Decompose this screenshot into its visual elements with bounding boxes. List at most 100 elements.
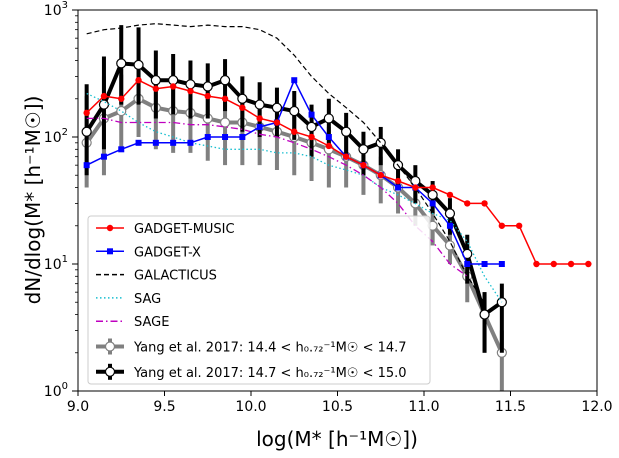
- legend-label: Yang et al. 2017: 14.4 < h₀.₇₂⁻¹M☉ < 14.…: [133, 341, 407, 356]
- y-tick-base: 10: [44, 257, 62, 273]
- data-point: [219, 75, 231, 86]
- legend-marker: [104, 341, 116, 352]
- data-point: [204, 92, 211, 100]
- data-point: [256, 123, 263, 130]
- series-line: [86, 23, 485, 303]
- data-point: [98, 99, 110, 110]
- data-point: [152, 139, 159, 146]
- y-tick-base: 10: [44, 130, 62, 146]
- data-point: [254, 99, 265, 110]
- legend-marker: [107, 248, 113, 255]
- data-point: [202, 81, 213, 92]
- y-tick-base: 10: [44, 384, 62, 400]
- data-point: [412, 184, 419, 191]
- data-point: [481, 261, 488, 267]
- x-tick-label: 11.0: [408, 399, 439, 415]
- data-point: [133, 59, 144, 70]
- data-point: [395, 184, 402, 191]
- x-tick-label: 12.0: [581, 399, 612, 415]
- data-point: [135, 77, 142, 84]
- data-point: [550, 260, 557, 268]
- legend-label: Yang et al. 2017: 14.7 < h₀.₇₂⁻¹M☉ < 15.…: [133, 366, 407, 381]
- y-tick-label: 101: [44, 254, 68, 273]
- data-point: [256, 115, 263, 122]
- x-tick-label: 11.5: [495, 399, 526, 415]
- y-tick-base: 10: [44, 3, 62, 19]
- legend-label: GADGET-X: [134, 245, 201, 260]
- data-point: [358, 144, 369, 155]
- data-point: [152, 85, 160, 92]
- series-4: [86, 117, 468, 277]
- x-tick-label: 9.5: [153, 399, 175, 415]
- data-point: [116, 105, 127, 117]
- x-axis-label: log(M* [h⁻¹M☉]): [256, 427, 418, 451]
- data-point: [81, 126, 92, 137]
- y-tick-exponent: 3: [62, 0, 68, 11]
- data-point: [446, 191, 454, 199]
- data-point: [498, 261, 505, 267]
- data-point: [308, 133, 315, 141]
- data-point: [237, 93, 248, 104]
- data-point: [464, 261, 471, 267]
- data-point: [239, 104, 246, 111]
- data-point: [169, 83, 177, 90]
- data-point: [360, 161, 367, 169]
- data-point: [496, 297, 507, 308]
- data-point: [239, 134, 246, 140]
- data-point: [219, 117, 231, 128]
- legend-label: GADGET-MUSIC: [134, 222, 235, 237]
- legend-box: [87, 215, 431, 385]
- data-point: [341, 126, 352, 137]
- data-point: [429, 184, 436, 191]
- data-point: [429, 200, 436, 207]
- data-point: [498, 222, 506, 229]
- data-point: [100, 92, 108, 100]
- x-tick-label: 10.5: [322, 399, 353, 415]
- data-point: [150, 75, 161, 86]
- data-point: [481, 200, 488, 207]
- data-point: [204, 134, 211, 140]
- series-layer: [81, 23, 592, 391]
- y-tick-label: 102: [44, 127, 68, 146]
- y-tick-exponent: 2: [62, 127, 68, 138]
- data-point: [118, 146, 125, 153]
- series-line: [86, 92, 503, 303]
- data-point: [221, 95, 229, 102]
- legend-label: GALACTICUS: [134, 269, 217, 284]
- data-point: [342, 153, 350, 160]
- data-point: [325, 142, 333, 150]
- data-point: [170, 139, 177, 146]
- series-2: [86, 23, 485, 303]
- y-tick-label: 103: [44, 0, 68, 19]
- data-point: [325, 134, 332, 140]
- legend-label: SAGE: [134, 315, 169, 330]
- data-point: [222, 134, 229, 140]
- data-point: [118, 95, 125, 102]
- x-tick-label: 9.0: [67, 399, 89, 415]
- data-point: [427, 189, 438, 201]
- y-tick-exponent: 0: [62, 381, 68, 392]
- data-point: [567, 260, 575, 268]
- data-point: [187, 139, 194, 146]
- data-point: [464, 200, 471, 207]
- x-tick-label: 10.0: [235, 399, 266, 415]
- legend-label: SAG: [134, 292, 161, 307]
- data-point: [289, 105, 300, 117]
- data-point: [271, 102, 283, 113]
- data-point: [446, 222, 453, 229]
- data-point: [273, 119, 281, 126]
- data-point: [83, 109, 90, 117]
- data-point: [515, 222, 523, 229]
- legend-marker: [106, 224, 114, 232]
- data-point: [187, 87, 194, 95]
- y-tick-label: 100: [44, 381, 68, 400]
- data-point: [394, 177, 402, 185]
- data-point: [185, 79, 196, 90]
- data-point: [444, 208, 456, 219]
- data-point: [116, 58, 127, 69]
- data-point: [83, 162, 90, 169]
- data-point: [308, 111, 315, 118]
- y-tick-exponent: 1: [62, 254, 68, 265]
- data-point: [533, 260, 540, 268]
